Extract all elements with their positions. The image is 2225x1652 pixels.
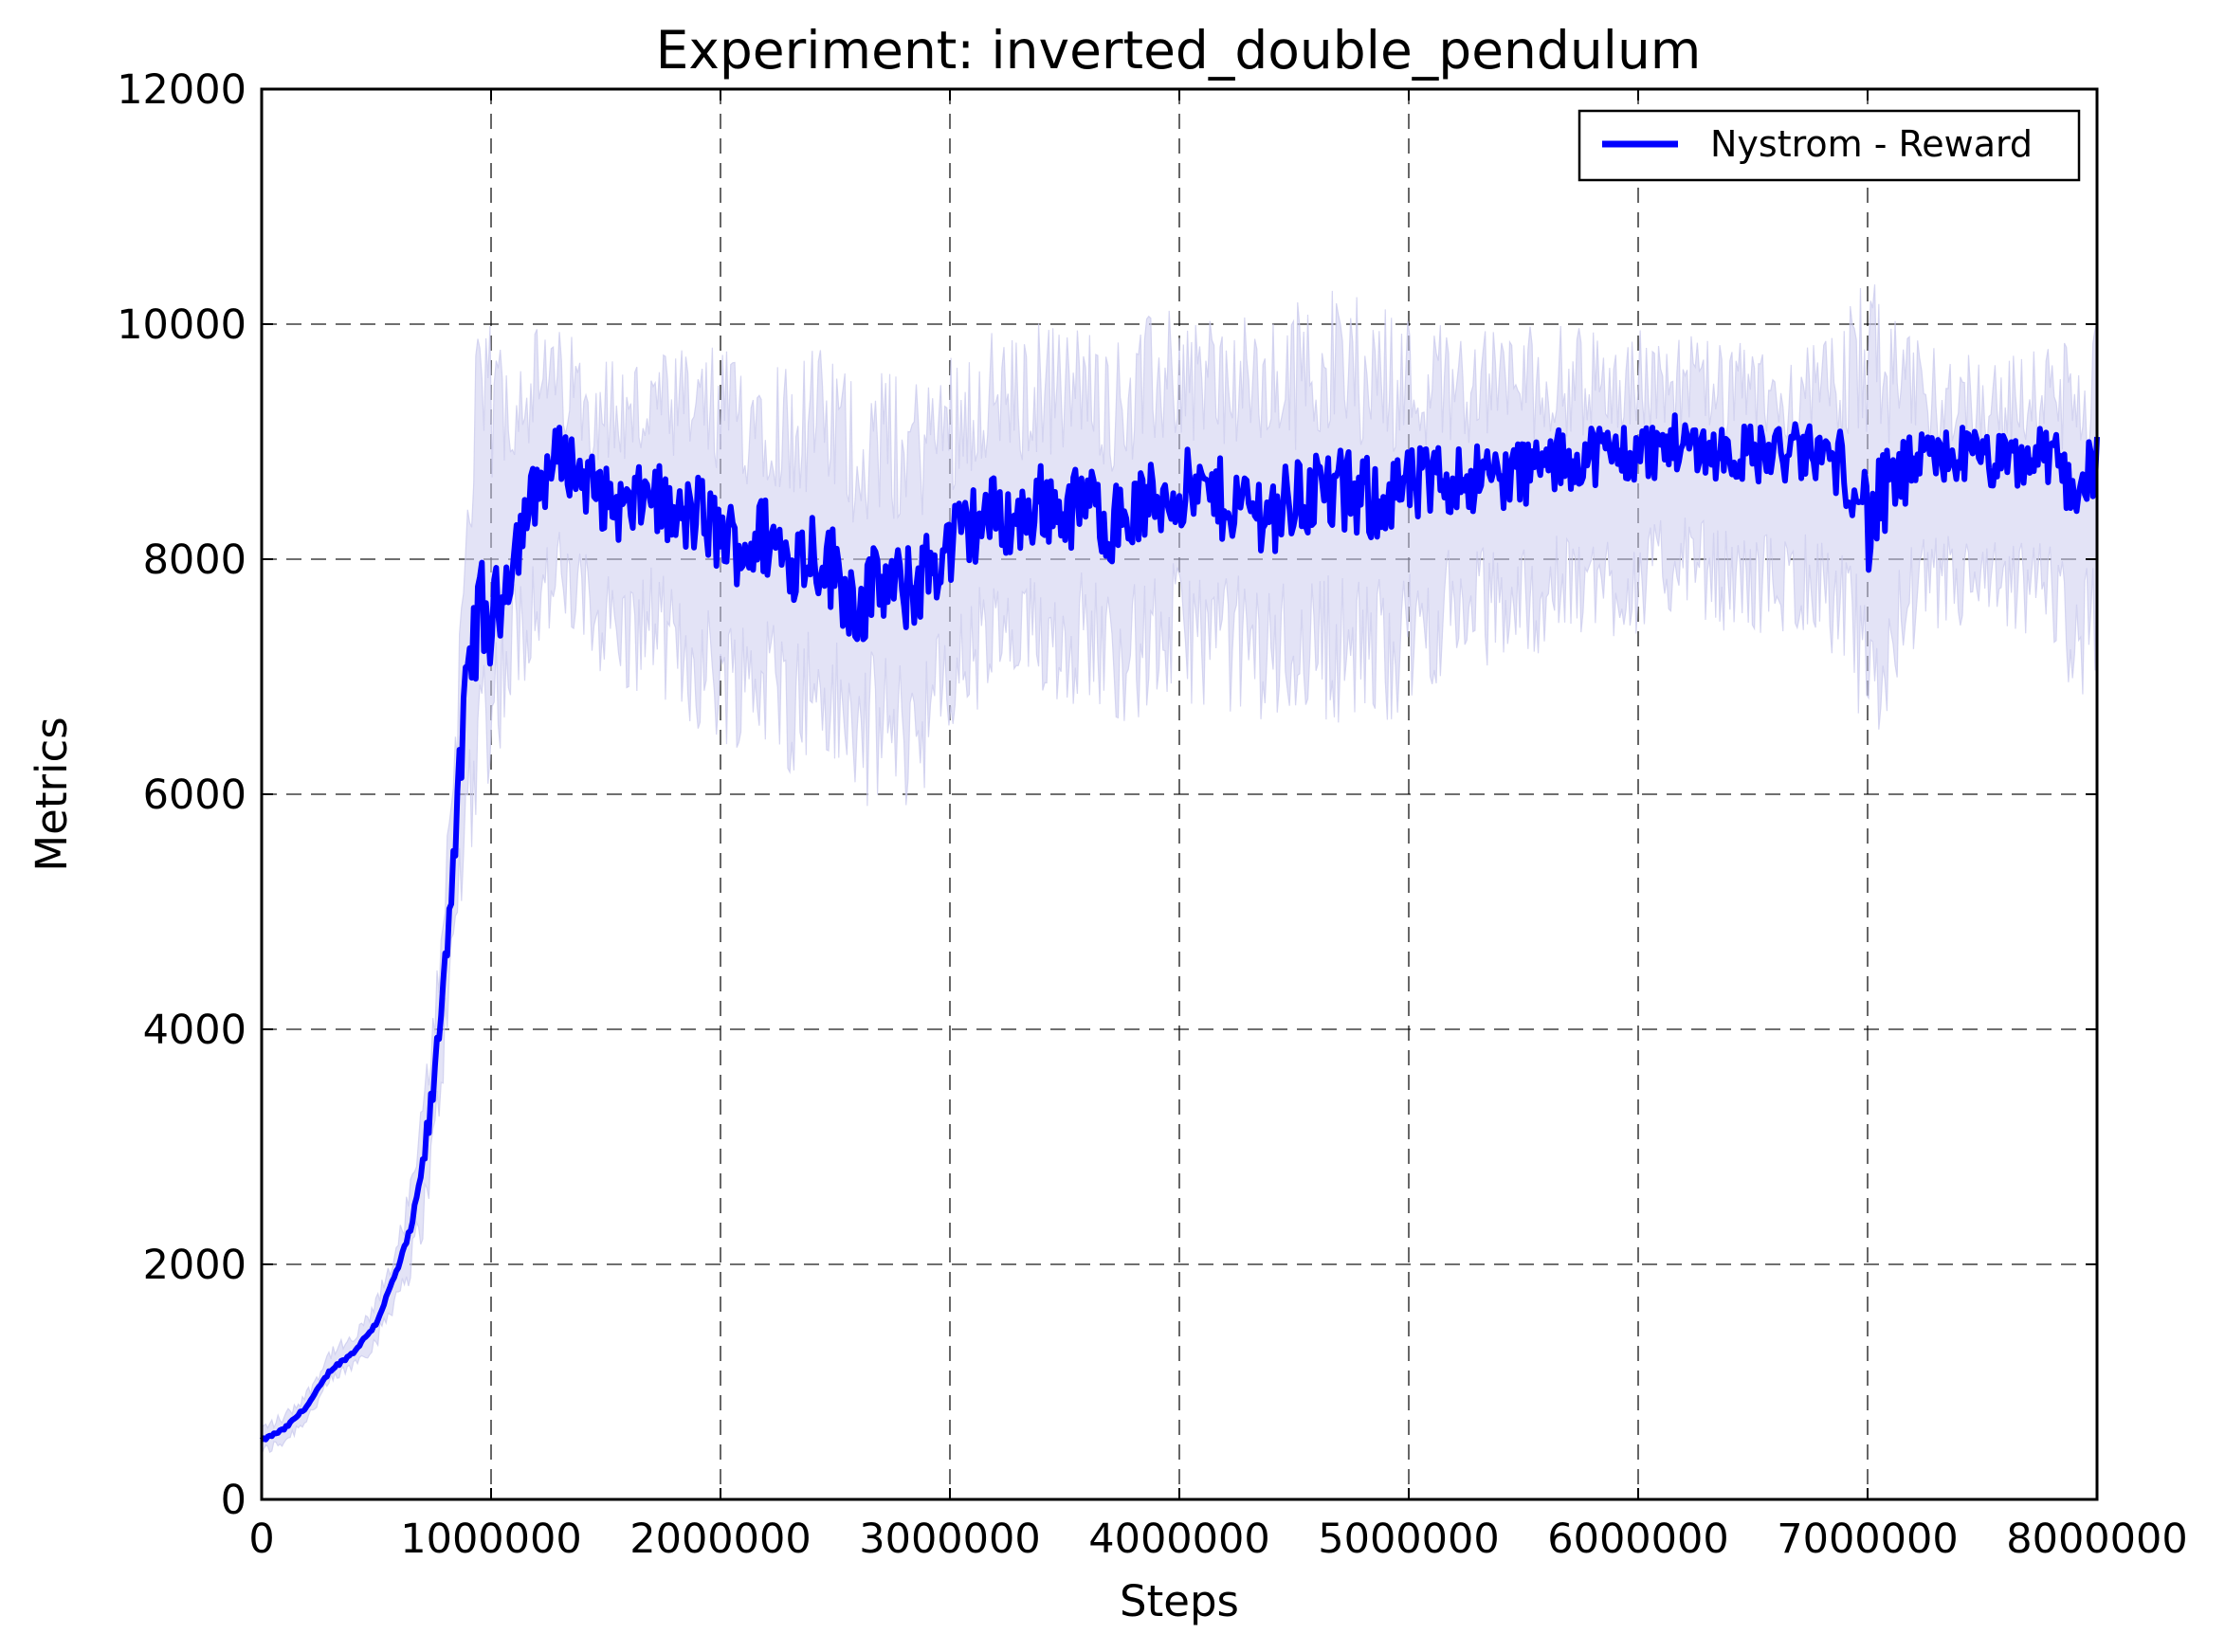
y-tick-label: 10000 [117, 301, 246, 349]
x-tick-label: 5000000 [1318, 1516, 1500, 1563]
x-tick-label: 2000000 [629, 1516, 812, 1563]
axis-ticks [261, 88, 2098, 1500]
y-tick-label: 8000 [143, 536, 246, 584]
x-tick-label: 7000000 [1777, 1516, 1959, 1563]
x-tick-label: 1000000 [400, 1516, 582, 1563]
y-tick-label: 4000 [143, 1007, 246, 1054]
x-tick-label: 6000000 [1547, 1516, 1729, 1563]
legend: Nystrom - Reward [1578, 109, 2081, 182]
x-tick-label: 0 [248, 1516, 274, 1563]
x-axis-label: Steps [1120, 1576, 1239, 1626]
series-line-layer [259, 412, 2100, 1443]
legend-label-nystrom-reward: Nystrom - Reward [1710, 123, 2033, 165]
y-tick-label: 6000 [143, 772, 246, 819]
series-line-nystrom-reward [259, 412, 2100, 1443]
y-axis-label: Metrics [27, 717, 77, 871]
y-tick-label: 2000 [143, 1242, 246, 1289]
chart-title: Experiment: inverted_double_pendulum [656, 20, 1702, 81]
x-tick-label: 8000000 [2006, 1516, 2188, 1563]
y-tick-label: 12000 [117, 66, 246, 114]
x-tick-labels: 0 1000000 2000000 3000000 4000000 5000000 6000… [248, 1516, 2187, 1563]
y-tick-labels: 0 2000 4000 6000 8000 10000 12000 [117, 66, 246, 1524]
y-tick-label: 0 [221, 1477, 246, 1524]
x-tick-label: 4000000 [1088, 1516, 1270, 1563]
x-tick-label: 3000000 [859, 1516, 1041, 1563]
